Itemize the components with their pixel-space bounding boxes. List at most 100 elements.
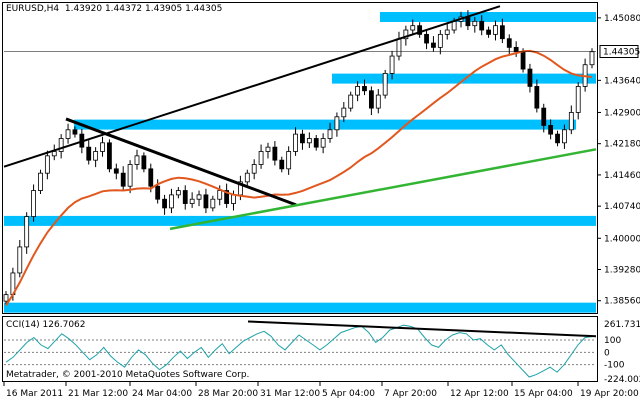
price-label: 1.38560 <box>604 297 640 307</box>
price-label: 1.39280 <box>604 265 640 275</box>
candle-up <box>568 112 574 131</box>
candle-down <box>520 51 526 70</box>
price-zone <box>4 215 596 226</box>
candle-down <box>541 107 547 126</box>
candle-down <box>513 46 519 53</box>
candle-down <box>555 133 560 144</box>
price-zone <box>74 119 576 130</box>
candle-up <box>286 151 292 170</box>
candle-up <box>189 198 195 204</box>
time-label: 16 Mar 2011 <box>6 389 63 399</box>
candle-down <box>527 68 533 87</box>
ohlc-values: 1.43920 1.44372 1.43905 1.44305 <box>64 4 223 14</box>
candle-up <box>17 246 23 274</box>
time-label: 31 Mar 12:00 <box>260 389 320 399</box>
time-label: 7 Apr 20:00 <box>384 389 437 399</box>
cci-label: 261.7315 <box>604 320 640 330</box>
candle-down <box>107 142 112 170</box>
time-label: 15 Apr 04:00 <box>514 389 573 399</box>
candle-up <box>51 151 57 157</box>
candle-down <box>313 138 319 148</box>
time-label: 24 Mar 04:00 <box>132 389 192 399</box>
copyright-text: Metatrader, © 2001-2010 MetaQuotes Softw… <box>6 370 250 380</box>
cci-indicator: 261.7315 100 0 -100 -224.0027 <box>4 320 640 385</box>
candle-up <box>134 155 140 165</box>
candle-down <box>417 25 423 35</box>
candle-up <box>444 29 450 35</box>
candle-down <box>534 86 540 109</box>
candle-down <box>479 20 485 31</box>
candle-down <box>148 168 154 187</box>
candle-down <box>548 125 554 135</box>
ma-fast-line <box>5 49 593 307</box>
time-label: 21 Mar 12:00 <box>68 389 128 399</box>
symbol-timeframe: EURUSD,H4 <box>6 4 60 14</box>
candle-up <box>341 107 347 118</box>
time-label: 28 Mar 20:00 <box>198 389 258 399</box>
candle-up <box>320 138 326 148</box>
support-resistance-zones <box>4 12 596 313</box>
candle-down <box>506 38 512 48</box>
candle-up <box>375 94 381 109</box>
chart-header: EURUSD,H4 1.43920 1.44372 1.43905 1.4430… <box>6 4 222 14</box>
time-axis: 16 Mar 2011 21 Mar 12:00 24 Mar 04:00 28 Ma… <box>3 382 639 399</box>
price-label: 1.43640 <box>604 76 640 86</box>
candle-up <box>389 55 395 74</box>
price-zone <box>380 12 596 23</box>
price-axis: 1.45080 1.43640 1.42900 1.42180 1.41460 1.407… <box>4 14 640 307</box>
candle-up <box>65 129 71 139</box>
candle-up <box>293 133 298 152</box>
candle-up <box>334 116 340 131</box>
candle-down <box>72 129 78 135</box>
candle-down <box>368 90 374 109</box>
price-label: 1.40740 <box>604 202 640 212</box>
descending-trendline <box>65 117 297 207</box>
cci-label: 0 <box>604 348 610 358</box>
candle-up <box>251 164 257 174</box>
candle-up <box>265 146 271 152</box>
candle-up <box>44 155 50 174</box>
candle-up <box>24 216 30 248</box>
candle-up <box>38 172 43 191</box>
candle-up <box>403 29 409 40</box>
price-panel-frame <box>2 2 598 314</box>
candle-up <box>472 20 478 27</box>
time-label: 19 Apr 20:00 <box>580 389 639 399</box>
candle-up <box>58 138 64 152</box>
candle-up <box>348 94 354 109</box>
candle-up <box>327 129 333 139</box>
candle-up <box>196 194 202 200</box>
price-label: 1.42900 <box>604 108 640 118</box>
candle-up <box>451 20 457 31</box>
candle-up <box>127 164 133 187</box>
candle-down <box>279 159 285 170</box>
upper-trendline <box>3 5 501 168</box>
candle-up <box>396 38 402 57</box>
candle-down <box>182 190 188 204</box>
candle-up <box>169 194 174 209</box>
support-trendline <box>169 148 597 231</box>
candle-up <box>231 194 236 204</box>
candle-down <box>465 16 471 27</box>
candle-down <box>424 33 429 44</box>
cci-label: 100 <box>604 336 621 346</box>
candle-up <box>493 25 498 35</box>
cci-trendline <box>247 320 597 338</box>
candle-down <box>224 190 230 204</box>
cci-label: -100 <box>604 361 625 371</box>
cci-panel-frame <box>2 316 598 382</box>
candle-up <box>575 86 581 113</box>
cci-title: CCI(14) 126.7062 <box>6 320 86 330</box>
candle-up <box>258 151 264 165</box>
candle-up <box>589 51 595 66</box>
candle-up <box>410 25 416 31</box>
time-label: 12 Apr 12:00 <box>450 389 509 399</box>
price-label: 1.40000 <box>604 234 640 244</box>
price-label: 1.42180 <box>604 140 640 150</box>
candle-down <box>86 146 92 161</box>
candle-down <box>120 172 126 187</box>
price-zone <box>4 302 596 313</box>
candle-up <box>175 190 181 196</box>
